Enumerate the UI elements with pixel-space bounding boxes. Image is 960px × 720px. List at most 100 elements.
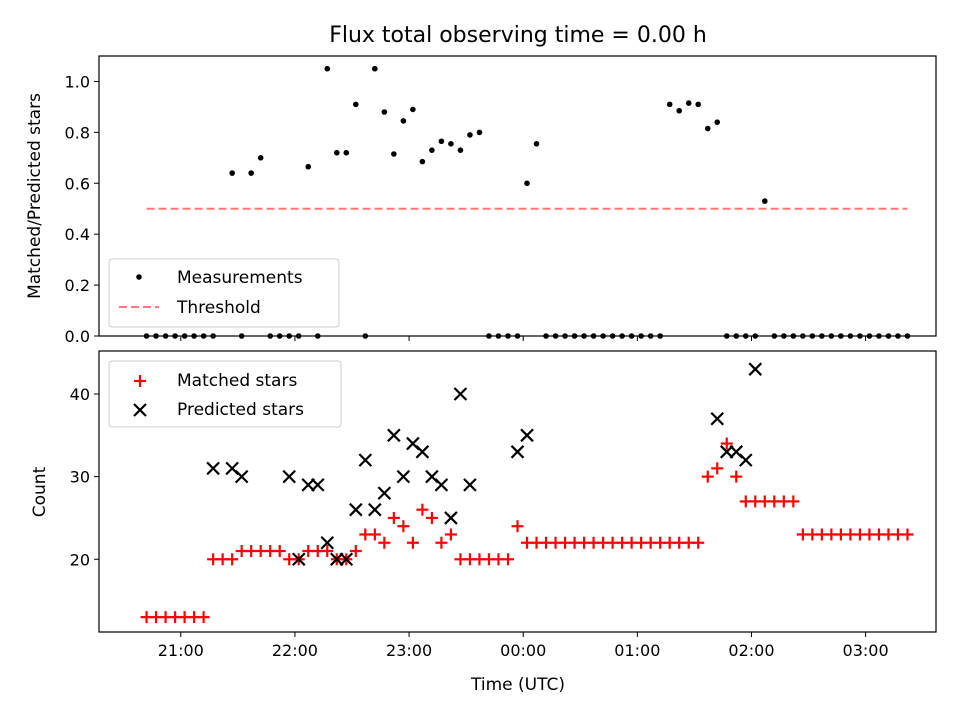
- measurement-point: [752, 333, 759, 339]
- x-tick-label: 02:00: [728, 641, 774, 660]
- top-y-ticks: 0.0 0.2 0.4 0.6 0.8 1.0: [65, 72, 99, 346]
- matched-star-point: [730, 470, 743, 483]
- measurement-point: [657, 333, 663, 339]
- x-stroke-b: [406, 436, 420, 451]
- x-stroke-b: [453, 387, 468, 401]
- measurement-point: [533, 141, 540, 147]
- measurement-point: [505, 333, 511, 339]
- legend-label-threshold: Threshold: [176, 298, 261, 318]
- measurement-point: [704, 125, 711, 132]
- matched-star-point: [692, 536, 705, 549]
- matched-star-point: [425, 511, 438, 524]
- bottom-axes-frame: [98, 350, 937, 633]
- measurement-point: [552, 333, 559, 339]
- predicted-star-point: [349, 502, 363, 517]
- matched-star-point: [406, 536, 419, 549]
- top-y-tick-label: 0.2: [65, 276, 90, 295]
- measurement-point: [238, 333, 245, 339]
- measurement-point: [790, 333, 797, 339]
- measurement-point: [714, 119, 721, 125]
- measurement-point: [172, 333, 178, 339]
- measurement-point: [543, 333, 549, 339]
- legend-marker-matched: [134, 375, 146, 387]
- predicted-star-point: [358, 453, 373, 467]
- measurement-point: [819, 333, 825, 339]
- measurement-point: [391, 151, 397, 157]
- measurement-point: [847, 333, 854, 339]
- measurement-point: [333, 149, 340, 156]
- legend-label-measurements: Measurements: [177, 268, 303, 288]
- predicted-star-point: [520, 428, 534, 443]
- measurement-point: [362, 333, 369, 339]
- matched-star-point: [901, 528, 914, 541]
- measurement-point: [857, 333, 863, 339]
- measurement-point: [628, 333, 635, 339]
- measurement-point: [486, 333, 492, 339]
- bottom-marks: [140, 362, 914, 624]
- x-stroke-b: [206, 461, 220, 476]
- top-panel: 0.0 0.2 0.4 0.6 0.8 1.0 Matched/Predicted sta…: [25, 55, 937, 346]
- x-stroke-b: [320, 535, 335, 550]
- measurement-point: [695, 101, 702, 108]
- x-stroke-b: [434, 478, 449, 492]
- bottom-x-ticks: 21:00 22:00 23:00 00:00 01:00 02:00 03:00: [158, 632, 889, 660]
- measurement-point: [866, 333, 873, 339]
- bottom-legend-box: [108, 360, 342, 428]
- matched-star-point: [349, 545, 362, 558]
- top-x-ticks: [180, 336, 867, 341]
- matched-star-point: [501, 553, 514, 566]
- measurement-point: [257, 155, 264, 161]
- matched-star-point: [711, 462, 724, 475]
- predicted-star-point: [377, 486, 392, 500]
- measurement-point: [457, 147, 464, 153]
- x-stroke-b: [282, 469, 297, 484]
- measurement-point: [876, 333, 882, 339]
- measurement-point: [590, 333, 597, 339]
- measurement-point: [771, 333, 778, 339]
- chart-title: Flux total observing time = 0.00 h: [329, 23, 707, 48]
- measurement-point: [838, 333, 844, 339]
- measurement-point: [143, 333, 150, 339]
- x-stroke-b: [291, 552, 306, 567]
- legend-marker-measurements: [136, 274, 142, 280]
- measurement-point: [885, 333, 892, 339]
- measurement-point: [295, 333, 302, 339]
- matched-star-point: [720, 437, 733, 450]
- measurement-point: [324, 65, 331, 72]
- x-tick-label: 21:00: [158, 641, 204, 660]
- x-stroke-b: [225, 461, 239, 476]
- predicted-star-point: [396, 469, 411, 484]
- x-stroke-b: [234, 469, 249, 484]
- predicted-star-point: [310, 478, 325, 492]
- measurement-point: [895, 333, 901, 339]
- measurement-point: [372, 65, 378, 72]
- measurement-point: [448, 141, 454, 147]
- measurement-point: [229, 170, 235, 176]
- matched-star-point: [397, 520, 410, 533]
- predicted-star-point: [387, 428, 401, 443]
- x-stroke-b: [738, 453, 753, 467]
- measurement-point: [305, 163, 312, 170]
- measurement-point: [524, 180, 530, 187]
- predicted-star-point: [434, 478, 449, 492]
- measurement-point: [761, 198, 768, 204]
- measurement-point: [676, 107, 682, 114]
- matched-star-point: [226, 553, 239, 566]
- measurement-point: [904, 333, 911, 339]
- measurement-point: [438, 138, 445, 145]
- predicted-star-point: [339, 552, 354, 567]
- predicted-star-point: [234, 469, 249, 484]
- measurement-point: [562, 333, 568, 339]
- predicted-star-point: [748, 362, 763, 376]
- measurement-point: [410, 106, 416, 113]
- measurement-point: [429, 147, 435, 153]
- measurement-point: [353, 101, 359, 108]
- measurement-point: [200, 333, 207, 339]
- top-y-tick-label: 0.8: [65, 123, 90, 142]
- top-marks: [143, 65, 911, 339]
- x-stroke-b: [748, 362, 763, 376]
- top-y-tick-label: 0.6: [65, 174, 90, 193]
- bottom-y-tick-label: 20: [70, 550, 90, 569]
